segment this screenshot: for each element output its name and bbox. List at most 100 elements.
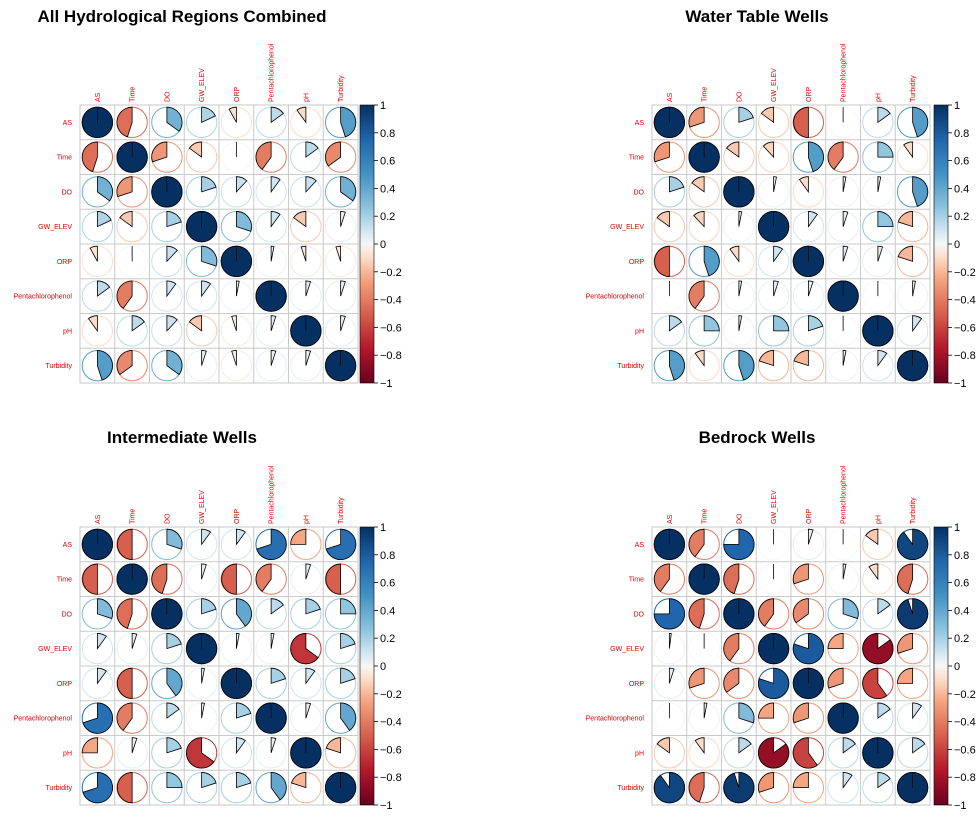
colorbar-tick-label: 0.8 <box>380 550 395 562</box>
row-label-gw-elev: GW_ELEV <box>38 646 72 653</box>
panel-intermediate-wells: Intermediate Wells AS Time DO GW_ELEV ORP Pent… <box>14 428 402 812</box>
column-label-as: AS <box>667 514 674 524</box>
panel-title: Intermediate Wells <box>107 428 257 447</box>
colorbar-gradient <box>360 105 374 383</box>
row-label-ph: pH <box>63 750 72 757</box>
column-label-orp: ORP <box>234 87 241 103</box>
colorbar-tick-label: −1 <box>380 378 393 390</box>
row-label-turbidity: Turbidity <box>45 363 72 370</box>
row-label-orp: ORP <box>629 681 645 688</box>
colorbar-tick-label: 0.6 <box>380 156 395 168</box>
row-label-gw-elev: GW_ELEV <box>610 646 644 653</box>
panel-water-table-wells: Water Table WellsAS Time DO GW_ELEV ORP Penta… <box>586 7 976 390</box>
pie-slice <box>897 529 927 559</box>
row-label-orp: ORP <box>57 681 73 688</box>
colorbar-tick-label: 0.4 <box>380 183 395 195</box>
colorbar-tick-label: −0.2 <box>954 689 976 701</box>
pie-slice <box>654 772 684 802</box>
colorbar-tick-label: −0.8 <box>954 772 976 784</box>
panel-bedrock-wells: Bedrock Wells AS Time DO GW_ELEV ORP Pentachlo… <box>586 428 976 812</box>
column-label-do: DO <box>736 513 743 524</box>
row-label-gw-elev: GW_ELEV <box>610 224 644 231</box>
column-label-turbidity: Turbidity <box>910 497 917 524</box>
row-label-as: AS <box>635 120 645 127</box>
column-label-gw-elev: GW_ELEV <box>199 490 206 524</box>
row-label-as: AS <box>63 542 73 549</box>
column-label-ph: pH <box>303 515 310 524</box>
column-label-do: DO <box>736 91 743 102</box>
column-label-pentachlorophenol: Pentachlorophenol <box>841 43 848 102</box>
colorbar-tick-label: −0.6 <box>380 744 402 756</box>
colorbar-tick-label: 0.8 <box>954 550 969 562</box>
column-label-time: Time <box>130 87 137 102</box>
column-label-as: AS <box>95 92 102 102</box>
column-label-gw-elev: GW_ELEV <box>771 490 778 524</box>
column-label-ph: pH <box>303 93 310 102</box>
colorbar-gradient <box>934 105 948 383</box>
column-label-as: AS <box>667 92 674 102</box>
colorbar-tick-label: −0.2 <box>954 267 976 279</box>
colorbar-tick-label: 0 <box>954 661 960 673</box>
colorbar-tick-label: −0.8 <box>954 350 976 362</box>
colorbar-tick-label: 1 <box>954 100 960 112</box>
column-label-as: AS <box>95 514 102 524</box>
pie-slice <box>724 772 754 802</box>
colorbar-tick-label: 0 <box>380 661 386 673</box>
row-label-time: Time <box>57 577 72 584</box>
colorbar-tick-label: 0 <box>380 239 386 251</box>
colorbar-tick-label: −0.4 <box>380 295 402 307</box>
column-label-ph: pH <box>875 515 882 524</box>
colorbar-tick-label: 1 <box>954 522 960 534</box>
colorbar-tick-label: −1 <box>954 378 967 390</box>
row-label-as: AS <box>635 542 645 549</box>
colorbar-tick-label: 0.6 <box>954 156 969 168</box>
colorbar: 1 0.8 0.6 0.4 0.2 0 −0.2 −0.4 −0.6 −0.8 −1 <box>360 100 402 390</box>
colorbar-tick-label: 0.6 <box>380 578 395 590</box>
colorbar-tick-label: 0.2 <box>954 211 969 223</box>
colorbar-tick-label: −0.8 <box>380 772 402 784</box>
colorbar-tick-label: 0.4 <box>954 605 969 617</box>
column-label-time: Time <box>702 509 709 524</box>
row-label-do: DO <box>634 189 645 196</box>
row-label-pentachlorophenol: Pentachlorophenol <box>14 294 73 301</box>
colorbar-tick-label: 0.6 <box>954 578 969 590</box>
row-label-pentachlorophenol: Pentachlorophenol <box>586 716 645 723</box>
row-label-ph: pH <box>635 328 644 335</box>
colorbar-tick-label: −0.2 <box>380 689 402 701</box>
column-label-time: Time <box>702 87 709 102</box>
row-label-pentachlorophenol: Pentachlorophenol <box>586 294 645 301</box>
row-label-as: AS <box>63 120 73 127</box>
column-label-time: Time <box>130 509 137 524</box>
row-label-turbidity: Turbidity <box>617 785 644 792</box>
colorbar-tick-label: 0.8 <box>954 128 969 140</box>
colorbar-tick-label: −0.4 <box>954 717 976 729</box>
column-label-do: DO <box>164 91 171 102</box>
colorbar-gradient <box>934 527 948 805</box>
colorbar-tick-label: −0.8 <box>380 350 402 362</box>
row-label-do: DO <box>634 611 645 618</box>
colorbar-tick-label: 0 <box>954 239 960 251</box>
row-label-do: DO <box>62 611 73 618</box>
row-label-do: DO <box>62 189 73 196</box>
panel-title: Water Table Wells <box>685 7 828 26</box>
panel-all-hydrological-regions-combined: All Hydrological Regions Combined AS Time D… <box>14 7 402 390</box>
colorbar-tick-label: 0.2 <box>380 633 395 645</box>
panel-title: Bedrock Wells <box>699 428 816 447</box>
row-label-ph: pH <box>63 328 72 335</box>
colorbar-tick-label: −1 <box>380 800 393 812</box>
row-label-turbidity: Turbidity <box>617 363 644 370</box>
panel-title: All Hydrological Regions Combined <box>37 7 326 26</box>
colorbar-tick-label: 0.4 <box>380 605 395 617</box>
colorbar-gradient <box>360 527 374 805</box>
row-label-pentachlorophenol: Pentachlorophenol <box>14 716 73 723</box>
row-label-orp: ORP <box>57 259 73 266</box>
column-label-ph: pH <box>875 93 882 102</box>
colorbar-tick-label: 0.4 <box>954 183 969 195</box>
colorbar-tick-label: −0.6 <box>954 744 976 756</box>
column-label-pentachlorophenol: Pentachlorophenol <box>841 465 848 524</box>
colorbar-tick-label: 0.8 <box>380 128 395 140</box>
row-label-turbidity: Turbidity <box>45 785 72 792</box>
column-label-orp: ORP <box>806 509 813 525</box>
column-label-gw-elev: GW_ELEV <box>199 68 206 102</box>
